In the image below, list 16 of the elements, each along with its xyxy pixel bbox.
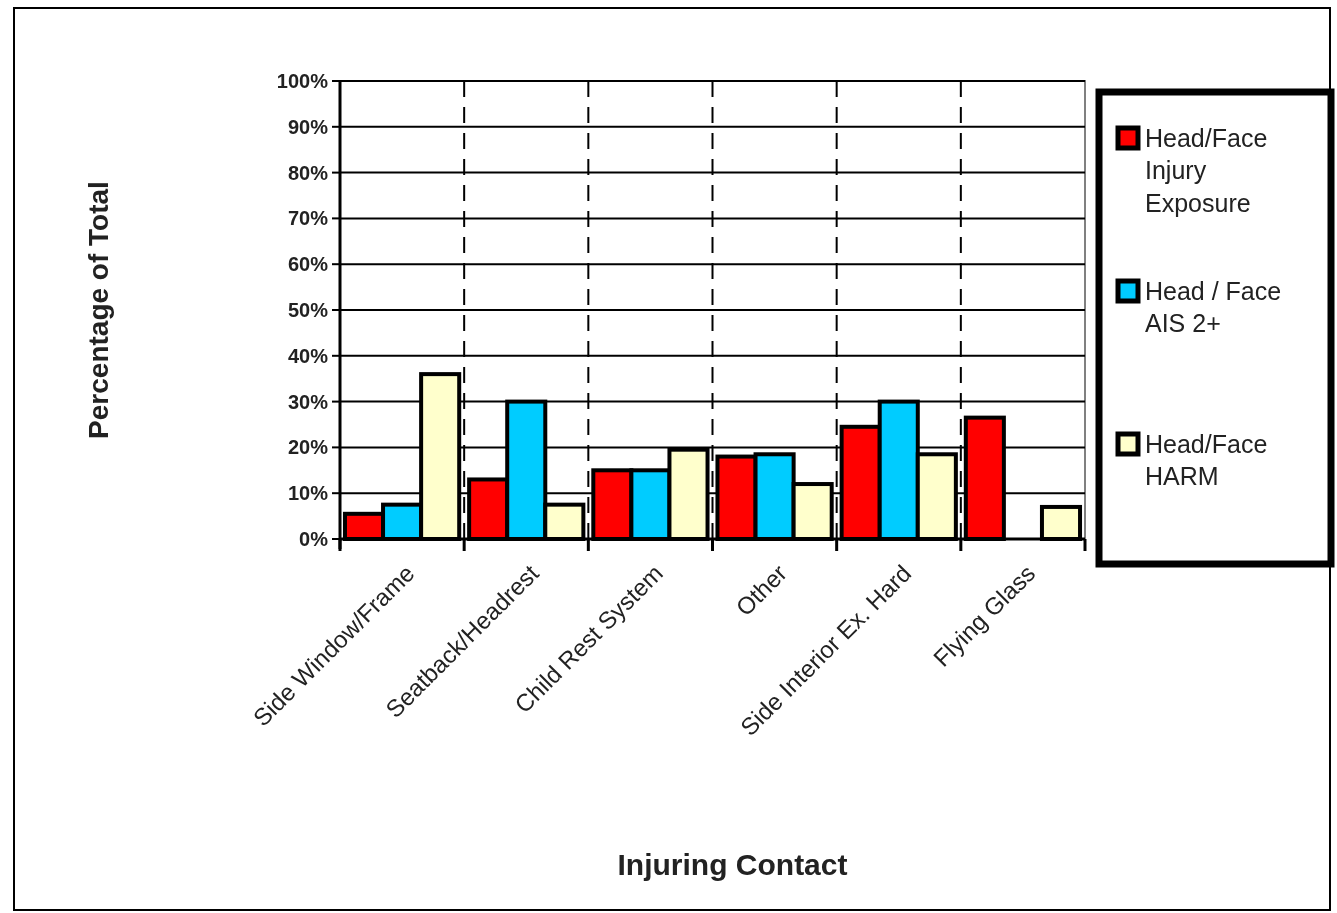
y-tick-label: 50% <box>287 299 329 321</box>
y-tick-label: 100% <box>276 70 329 92</box>
y-tick-label: 80% <box>287 161 329 184</box>
y-tick-label: 40% <box>287 344 329 367</box>
x-axis-title: Injuring Contact <box>617 848 848 881</box>
y-tick-label: 0% <box>299 528 329 550</box>
y-tick-label: 90% <box>287 115 329 138</box>
y-tick-label: 70% <box>287 207 329 230</box>
y-tick-label: 60% <box>287 253 329 276</box>
legend-label: Head / Face AIS 2+ <box>1145 276 1282 338</box>
y-tick-label: 30% <box>287 390 329 413</box>
legend-label: Head/Face HARM <box>1145 429 1268 491</box>
legend-label: Head/Face Injury Exposure <box>1145 123 1268 217</box>
y-tick-label: 20% <box>287 436 329 459</box>
y-axis-title: Percentage of Total <box>83 181 114 439</box>
y-tick-label: 10% <box>287 482 329 505</box>
